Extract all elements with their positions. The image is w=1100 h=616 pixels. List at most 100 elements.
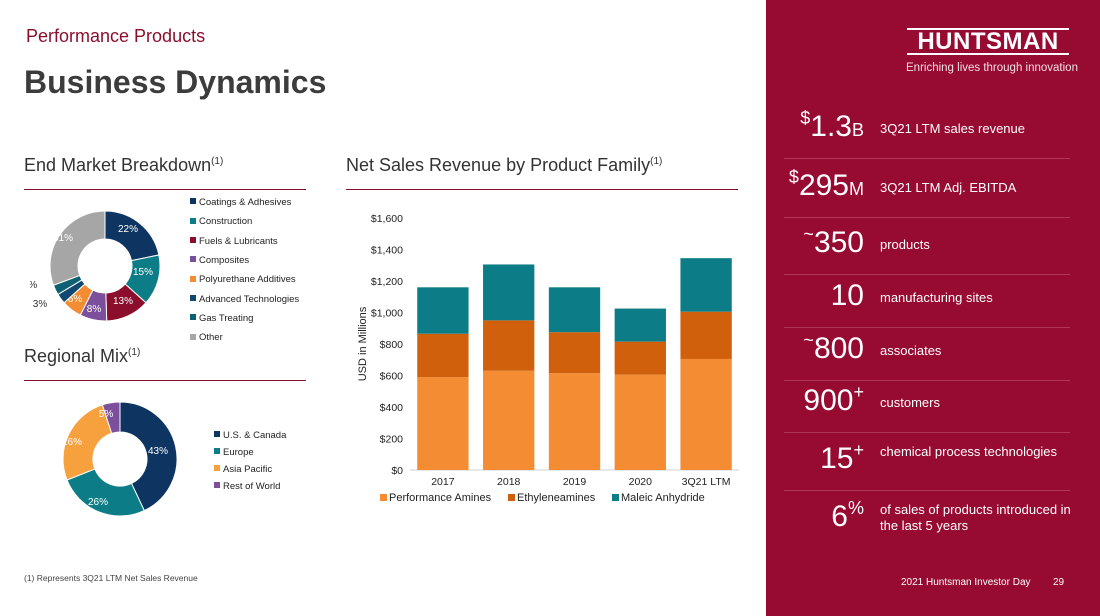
- end-market-legend-swatch-3: [190, 237, 196, 244]
- x-tick-label: 3Q21 LTM: [682, 476, 731, 488]
- bar-legend-swatch-2: [508, 494, 515, 501]
- end-market-legend-item-3: Fuels & Lubricants: [190, 236, 278, 247]
- regional-legend-swatch-3: [214, 465, 220, 472]
- regional-legend-swatch-4: [214, 482, 220, 489]
- net-sales-note-ref: (1): [650, 156, 663, 167]
- end-market-legend-swatch-7: [190, 314, 196, 321]
- end-market-legend-item-1: Coatings & Adhesives: [190, 197, 291, 208]
- bar-2018-series-3: [483, 264, 535, 321]
- end-market-legend-item-4: Composites: [190, 255, 249, 266]
- regional-slice-2: [66, 468, 145, 517]
- bar-legend-swatch-3: [612, 494, 619, 501]
- end-market-legend-item-5: Polyurethane Additives: [190, 274, 296, 285]
- regional-legend-swatch-1: [214, 431, 220, 438]
- end-market-legend-item-2: Construction: [190, 216, 252, 227]
- section-label: Performance Products: [26, 26, 206, 46]
- bar-2019-series-2: [548, 332, 601, 374]
- bar-3q21-ltm-series-2: [680, 311, 732, 359]
- regional-legend-item-2: Europe: [214, 447, 254, 458]
- logo-tagline: Enriching lives through innovation: [906, 62, 1078, 74]
- net-sales-rule: [346, 189, 738, 190]
- bar-legend-label-3: Maleic Anhydride: [621, 492, 705, 504]
- y-tick-label: $800: [380, 339, 404, 351]
- end-market-slice-label-7: 3%: [33, 299, 48, 310]
- end-market-legend-label-4: Composites: [199, 254, 250, 266]
- end-market-legend-swatch-1: [190, 198, 196, 205]
- net-sales-title: Net Sales Revenue by Product Family: [346, 155, 651, 175]
- footer-text: 2021 Huntsman Investor Day: [901, 577, 1031, 588]
- end-market-legend-label-8: Other: [199, 332, 223, 344]
- bar-legend-swatch-1: [380, 494, 387, 501]
- regional-slice-4: [101, 401, 121, 434]
- bar-2020-series-3: [614, 308, 666, 342]
- end-market-rule: [24, 189, 306, 190]
- end-market-heading: End Market Breakdown(1): [24, 155, 223, 176]
- end-market-slice-1: [104, 210, 160, 262]
- regional-legend-item-1: U.S. & Canada: [214, 430, 286, 441]
- y-tick-label: $1,600: [371, 213, 403, 225]
- regional-legend-swatch-2: [214, 448, 220, 455]
- y-axis-label: USD in Millions: [357, 306, 369, 381]
- end-market-legend-item-6: Advanced Technologies: [190, 294, 299, 305]
- bar-3q21-ltm-series-1: [680, 358, 732, 470]
- regional-rule: [24, 380, 306, 381]
- huntsman-logo: HUNTSMAN: [917, 28, 1059, 55]
- end-market-legend-label-6: Advanced Technologies: [199, 293, 300, 305]
- end-market-slice-label-5: 6%: [68, 294, 83, 305]
- page-number: 29: [1053, 577, 1065, 588]
- bar-3q21-ltm-series-3: [680, 258, 732, 312]
- regional-legend-label-2: Europe: [223, 447, 254, 458]
- bar-2018-series-2: [483, 320, 535, 371]
- end-market-legend-swatch-4: [190, 256, 196, 263]
- end-market-note-ref: (1): [211, 156, 224, 167]
- end-market-legend-label-5: Polyurethane Additives: [199, 274, 296, 286]
- end-market-legend-swatch-6: [190, 294, 196, 301]
- y-tick-label: $1,200: [371, 276, 403, 288]
- end-market-legend-swatch-8: [190, 333, 196, 340]
- regional-slice-label-2: 26%: [88, 497, 108, 508]
- regional-heading: Regional Mix(1): [24, 346, 140, 367]
- regional-donut-chart: 43% 26% 26% 5%: [62, 401, 178, 517]
- x-tick-label: 2018: [497, 476, 521, 488]
- logo-top-bar: [907, 28, 1069, 30]
- end-market-legend-label-1: Coatings & Adhesives: [199, 197, 292, 208]
- y-tick-label: $0: [391, 465, 403, 477]
- end-market-legend: Coatings & Adhesives Construction Fuels & …: [190, 197, 320, 347]
- end-market-legend-swatch-5: [190, 275, 196, 282]
- bar-2019-series-3: [548, 287, 601, 333]
- regional-legend-label-1: U.S. & Canada: [223, 430, 287, 441]
- net-sales-heading: Net Sales Revenue by Product Family(1): [346, 155, 662, 176]
- bar-2020-series-1: [614, 374, 666, 470]
- y-tick-label: $1,400: [371, 245, 403, 257]
- regional-legend-label-3: Asia Pacific: [223, 464, 273, 475]
- regional-legend-item-4: Rest of World: [214, 481, 280, 492]
- logo-bottom-bar: [907, 53, 1069, 55]
- net-sales-bar-chart: $0 $200 $400 $600 $800 $1,000 $1,200 $1,400 $1,6…: [357, 213, 739, 504]
- regional-note-ref: (1): [128, 347, 141, 358]
- bar-2017-series-2: [417, 333, 469, 378]
- end-market-slice-label-3: 13%: [113, 296, 133, 307]
- end-market-legend-item-7: Gas Treating: [190, 313, 253, 324]
- end-market-legend-label-3: Fuels & Lubricants: [199, 235, 278, 247]
- end-market-slice-label-6: 3%: [30, 280, 37, 291]
- regional-slice-label-4: 5%: [99, 409, 114, 420]
- right-panel: [766, 0, 1100, 616]
- end-market-donut-chart: 22% 15% 13% 8% 6% 3% 3% 31%: [30, 210, 161, 322]
- y-tick-label: $1,000: [371, 308, 403, 320]
- regional-slice-1: [119, 401, 178, 512]
- end-market-legend-swatch-2: [190, 217, 196, 224]
- regional-legend: U.S. & Canada Europe Asia Pacific Rest of W…: [214, 430, 324, 500]
- bar-2018-series-1: [483, 370, 535, 470]
- end-market-legend-label-7: Gas Treating: [199, 312, 254, 324]
- regional-title: Regional Mix: [24, 346, 129, 366]
- y-tick-label: $200: [380, 434, 404, 446]
- regional-legend-label-4: Rest of World: [223, 481, 281, 492]
- end-market-slice-label-1: 22%: [118, 224, 138, 235]
- y-tick-label: $400: [380, 402, 404, 414]
- bar-2017-series-1: [417, 377, 469, 470]
- end-market-slice-8: [49, 210, 106, 286]
- bar-2019-series-1: [548, 373, 601, 470]
- end-market-title: End Market Breakdown: [24, 155, 212, 175]
- bar-legend-label-2: Ethyleneamines: [517, 492, 596, 504]
- end-market-slice-label-2: 15%: [133, 267, 153, 278]
